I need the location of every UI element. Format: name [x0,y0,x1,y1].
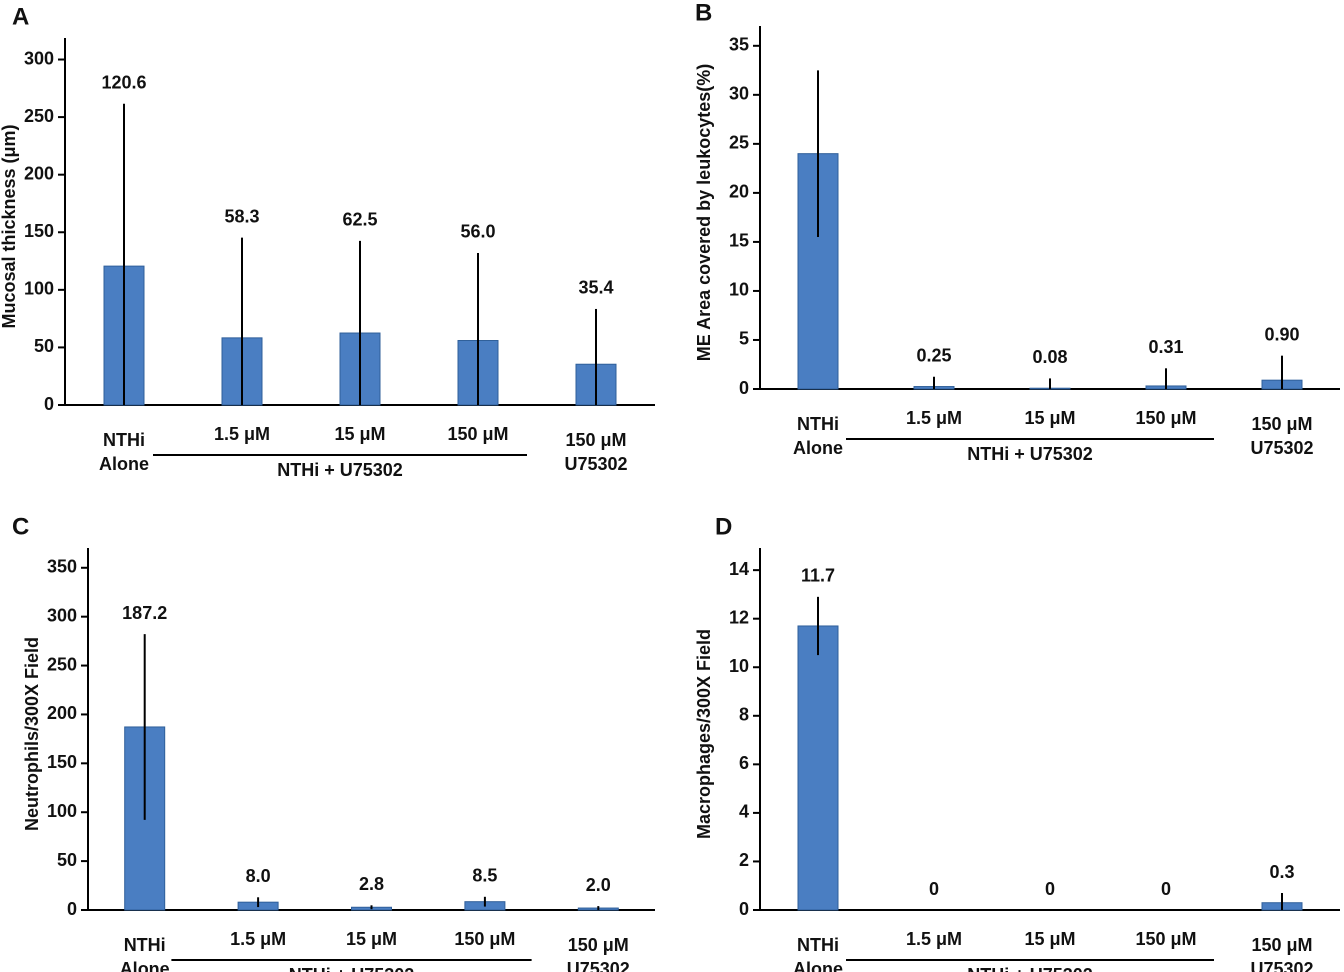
group-label: NTHi + U75302 [967,444,1093,464]
group-label: NTHi + U75302 [289,965,415,972]
x-tick-label: 15 μM [1024,929,1075,949]
y-tick-label: 15 [729,231,749,251]
data-label: 187.2 [122,603,167,623]
data-label: 58.3 [224,206,259,226]
y-tick-label: 35 [729,35,749,55]
y-tick-label: 12 [729,607,749,627]
panel-label: C [12,513,29,540]
x-tick-label: 15 μM [346,929,397,949]
x-tick-label: Alone [793,438,843,458]
y-axis-label: Neutrophils/300X Field [22,637,42,831]
group-label: NTHi + U75302 [967,965,1093,972]
y-tick-label: 10 [729,656,749,676]
y-tick-label: 300 [47,605,77,625]
x-tick-label: 150 μM [568,935,629,955]
y-tick-label: 100 [47,801,77,821]
data-label: 2.8 [359,874,384,894]
y-tick-label: 5 [739,329,749,349]
y-tick-label: 100 [24,279,54,299]
x-tick-label: U75302 [1250,438,1313,458]
x-tick-label: 1.5 μM [214,424,270,444]
y-tick-label: 150 [47,752,77,772]
x-tick-label: 150 μM [565,430,626,450]
x-tick-label: 15 μM [334,424,385,444]
y-tick-label: 30 [729,84,749,104]
y-tick-label: 10 [729,280,749,300]
x-tick-label: NTHi [797,414,839,434]
x-tick-label: 1.5 μM [230,929,286,949]
x-tick-label: NTHi [124,935,166,955]
x-tick-label: NTHi [103,430,145,450]
x-tick-label: Alone [120,959,170,972]
data-label: 0.90 [1264,324,1299,344]
y-tick-label: 250 [24,106,54,126]
x-tick-label: 150 μM [1135,929,1196,949]
x-tick-label: 150 μM [1251,414,1312,434]
data-label: 8.0 [246,866,271,886]
group-label: NTHi + U75302 [277,460,403,480]
x-tick-label: 1.5 μM [906,408,962,428]
x-tick-label: NTHi [797,935,839,955]
data-label: 0 [1161,879,1171,899]
y-tick-label: 350 [47,557,77,577]
data-label: 0 [1045,879,1055,899]
data-label: 8.5 [472,866,497,886]
x-tick-label: U75302 [1250,959,1313,972]
x-tick-label: Alone [99,454,149,474]
data-label: 0.31 [1148,337,1183,357]
panel-label: B [695,0,712,26]
y-tick-label: 20 [729,182,749,202]
data-label: 2.0 [586,875,611,895]
data-label: 120.6 [101,72,146,92]
y-tick-label: 14 [729,559,749,579]
y-tick-label: 6 [739,753,749,773]
x-tick-label: Alone [793,959,843,972]
x-tick-label: 150 μM [1135,408,1196,428]
y-tick-label: 250 [47,654,77,674]
data-label: 56.0 [460,222,495,242]
y-tick-label: 50 [57,850,77,870]
data-label: 0.08 [1032,347,1067,367]
y-tick-label: 0 [739,378,749,398]
bar [797,625,839,911]
data-label: 62.5 [342,210,377,230]
x-tick-label: 150 μM [1251,935,1312,955]
data-label: 0.3 [1269,862,1294,882]
y-tick-label: 300 [24,48,54,68]
y-tick-label: 8 [739,705,749,725]
y-tick-label: 0 [739,899,749,919]
data-label: 0.25 [916,345,951,365]
y-tick-label: 150 [24,221,54,241]
data-label: 35.4 [578,278,613,298]
y-tick-label: 200 [47,703,77,723]
y-axis-label: Macrophages/300X Field [694,629,714,839]
x-tick-label: 15 μM [1024,408,1075,428]
y-tick-label: 4 [739,802,749,822]
y-axis-label: Mucosal thickness (μm) [0,124,19,328]
y-tick-label: 0 [44,394,54,414]
data-label: 0 [929,879,939,899]
y-tick-label: 25 [729,133,749,153]
x-tick-label: 1.5 μM [906,929,962,949]
y-axis-label: ME Area covered by leukocytes(%) [694,64,714,361]
y-tick-label: 50 [34,336,54,356]
x-tick-label: U75302 [564,454,627,474]
y-tick-label: 0 [67,899,77,919]
x-tick-label: 150 μM [454,929,515,949]
x-tick-label: U75302 [567,959,630,972]
y-tick-label: 200 [24,163,54,183]
panel-label: D [715,513,732,540]
x-tick-label: 150 μM [447,424,508,444]
panel-label: A [12,3,29,30]
data-label: 11.7 [801,566,835,586]
y-tick-label: 2 [739,850,749,870]
